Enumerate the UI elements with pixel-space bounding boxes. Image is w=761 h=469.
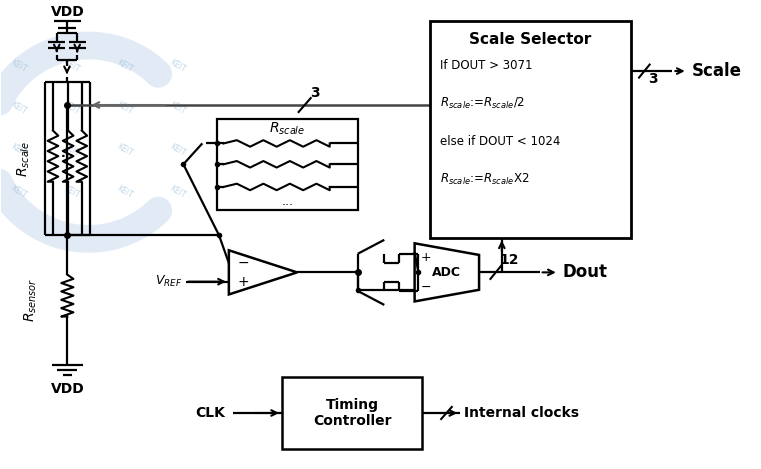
Text: $R_{sensor}$: $R_{sensor}$ (23, 278, 39, 322)
Text: KEIT: KEIT (9, 142, 28, 158)
Text: KEIT: KEIT (168, 58, 187, 75)
Text: ...: ... (61, 147, 75, 160)
Text: 12: 12 (499, 253, 519, 267)
Text: KEIT: KEIT (62, 184, 81, 200)
Text: Internal clocks: Internal clocks (464, 406, 579, 420)
Text: KEIT: KEIT (62, 58, 81, 75)
Text: Dout: Dout (562, 264, 607, 281)
Text: $V_{REF}$: $V_{REF}$ (154, 274, 182, 289)
Text: KEIT: KEIT (115, 58, 134, 75)
Text: 3: 3 (648, 72, 658, 86)
Text: Scale: Scale (692, 62, 741, 80)
Text: KEIT: KEIT (115, 142, 134, 158)
Text: +: + (421, 250, 431, 264)
Text: −: − (238, 256, 250, 270)
Text: CLK: CLK (195, 406, 225, 420)
Text: KEIT: KEIT (9, 184, 28, 200)
Text: $R_{scale}$:=$R_{scale}$/2: $R_{scale}$:=$R_{scale}$/2 (441, 96, 526, 111)
Text: KEIT: KEIT (168, 184, 187, 200)
Text: 3: 3 (310, 86, 320, 99)
Text: ADC: ADC (432, 266, 461, 279)
Text: If DOUT > 3071: If DOUT > 3071 (441, 59, 533, 72)
Text: KEIT: KEIT (115, 100, 134, 116)
Text: $R_{scale}$:=$R_{scale}$X2: $R_{scale}$:=$R_{scale}$X2 (441, 172, 530, 188)
Text: KEIT: KEIT (168, 100, 187, 116)
Text: ...: ... (282, 195, 294, 208)
Text: $R_{scale}$: $R_{scale}$ (269, 121, 306, 137)
Text: VDD: VDD (50, 382, 84, 396)
Text: Timing
Controller: Timing Controller (313, 398, 391, 428)
Text: +: + (238, 275, 250, 288)
Text: KEIT: KEIT (115, 184, 134, 200)
Text: KEIT: KEIT (62, 100, 81, 116)
Text: $R_{scale}$: $R_{scale}$ (15, 140, 31, 177)
Text: −: − (421, 281, 431, 294)
Text: KEIT: KEIT (168, 142, 187, 158)
Text: Scale Selector: Scale Selector (469, 31, 591, 46)
Text: KEIT: KEIT (62, 142, 81, 158)
Text: VDD: VDD (50, 5, 84, 19)
Text: KEIT: KEIT (9, 100, 28, 116)
Text: else if DOUT < 1024: else if DOUT < 1024 (441, 135, 561, 148)
Text: KEIT: KEIT (9, 58, 28, 75)
